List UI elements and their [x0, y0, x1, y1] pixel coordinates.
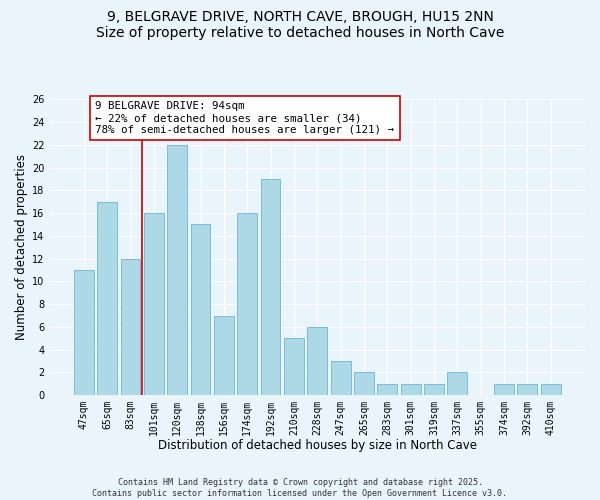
Bar: [167, 144, 187, 395]
Bar: [377, 384, 397, 395]
Bar: [401, 384, 421, 395]
Bar: [97, 202, 117, 395]
Text: 9, BELGRAVE DRIVE, NORTH CAVE, BROUGH, HU15 2NN
Size of property relative to det: 9, BELGRAVE DRIVE, NORTH CAVE, BROUGH, H…: [96, 10, 504, 40]
Text: Contains HM Land Registry data © Crown copyright and database right 2025.
Contai: Contains HM Land Registry data © Crown c…: [92, 478, 508, 498]
Bar: [144, 213, 164, 395]
Bar: [260, 179, 280, 395]
Bar: [448, 372, 467, 395]
Bar: [494, 384, 514, 395]
Bar: [307, 327, 327, 395]
Bar: [517, 384, 538, 395]
Bar: [237, 213, 257, 395]
Bar: [121, 258, 140, 395]
Bar: [424, 384, 444, 395]
Y-axis label: Number of detached properties: Number of detached properties: [15, 154, 28, 340]
Bar: [74, 270, 94, 395]
Bar: [541, 384, 560, 395]
Bar: [214, 316, 234, 395]
Bar: [331, 361, 350, 395]
X-axis label: Distribution of detached houses by size in North Cave: Distribution of detached houses by size …: [158, 440, 477, 452]
Bar: [284, 338, 304, 395]
Bar: [191, 224, 211, 395]
Text: 9 BELGRAVE DRIVE: 94sqm
← 22% of detached houses are smaller (34)
78% of semi-de: 9 BELGRAVE DRIVE: 94sqm ← 22% of detache…: [95, 102, 394, 134]
Bar: [354, 372, 374, 395]
